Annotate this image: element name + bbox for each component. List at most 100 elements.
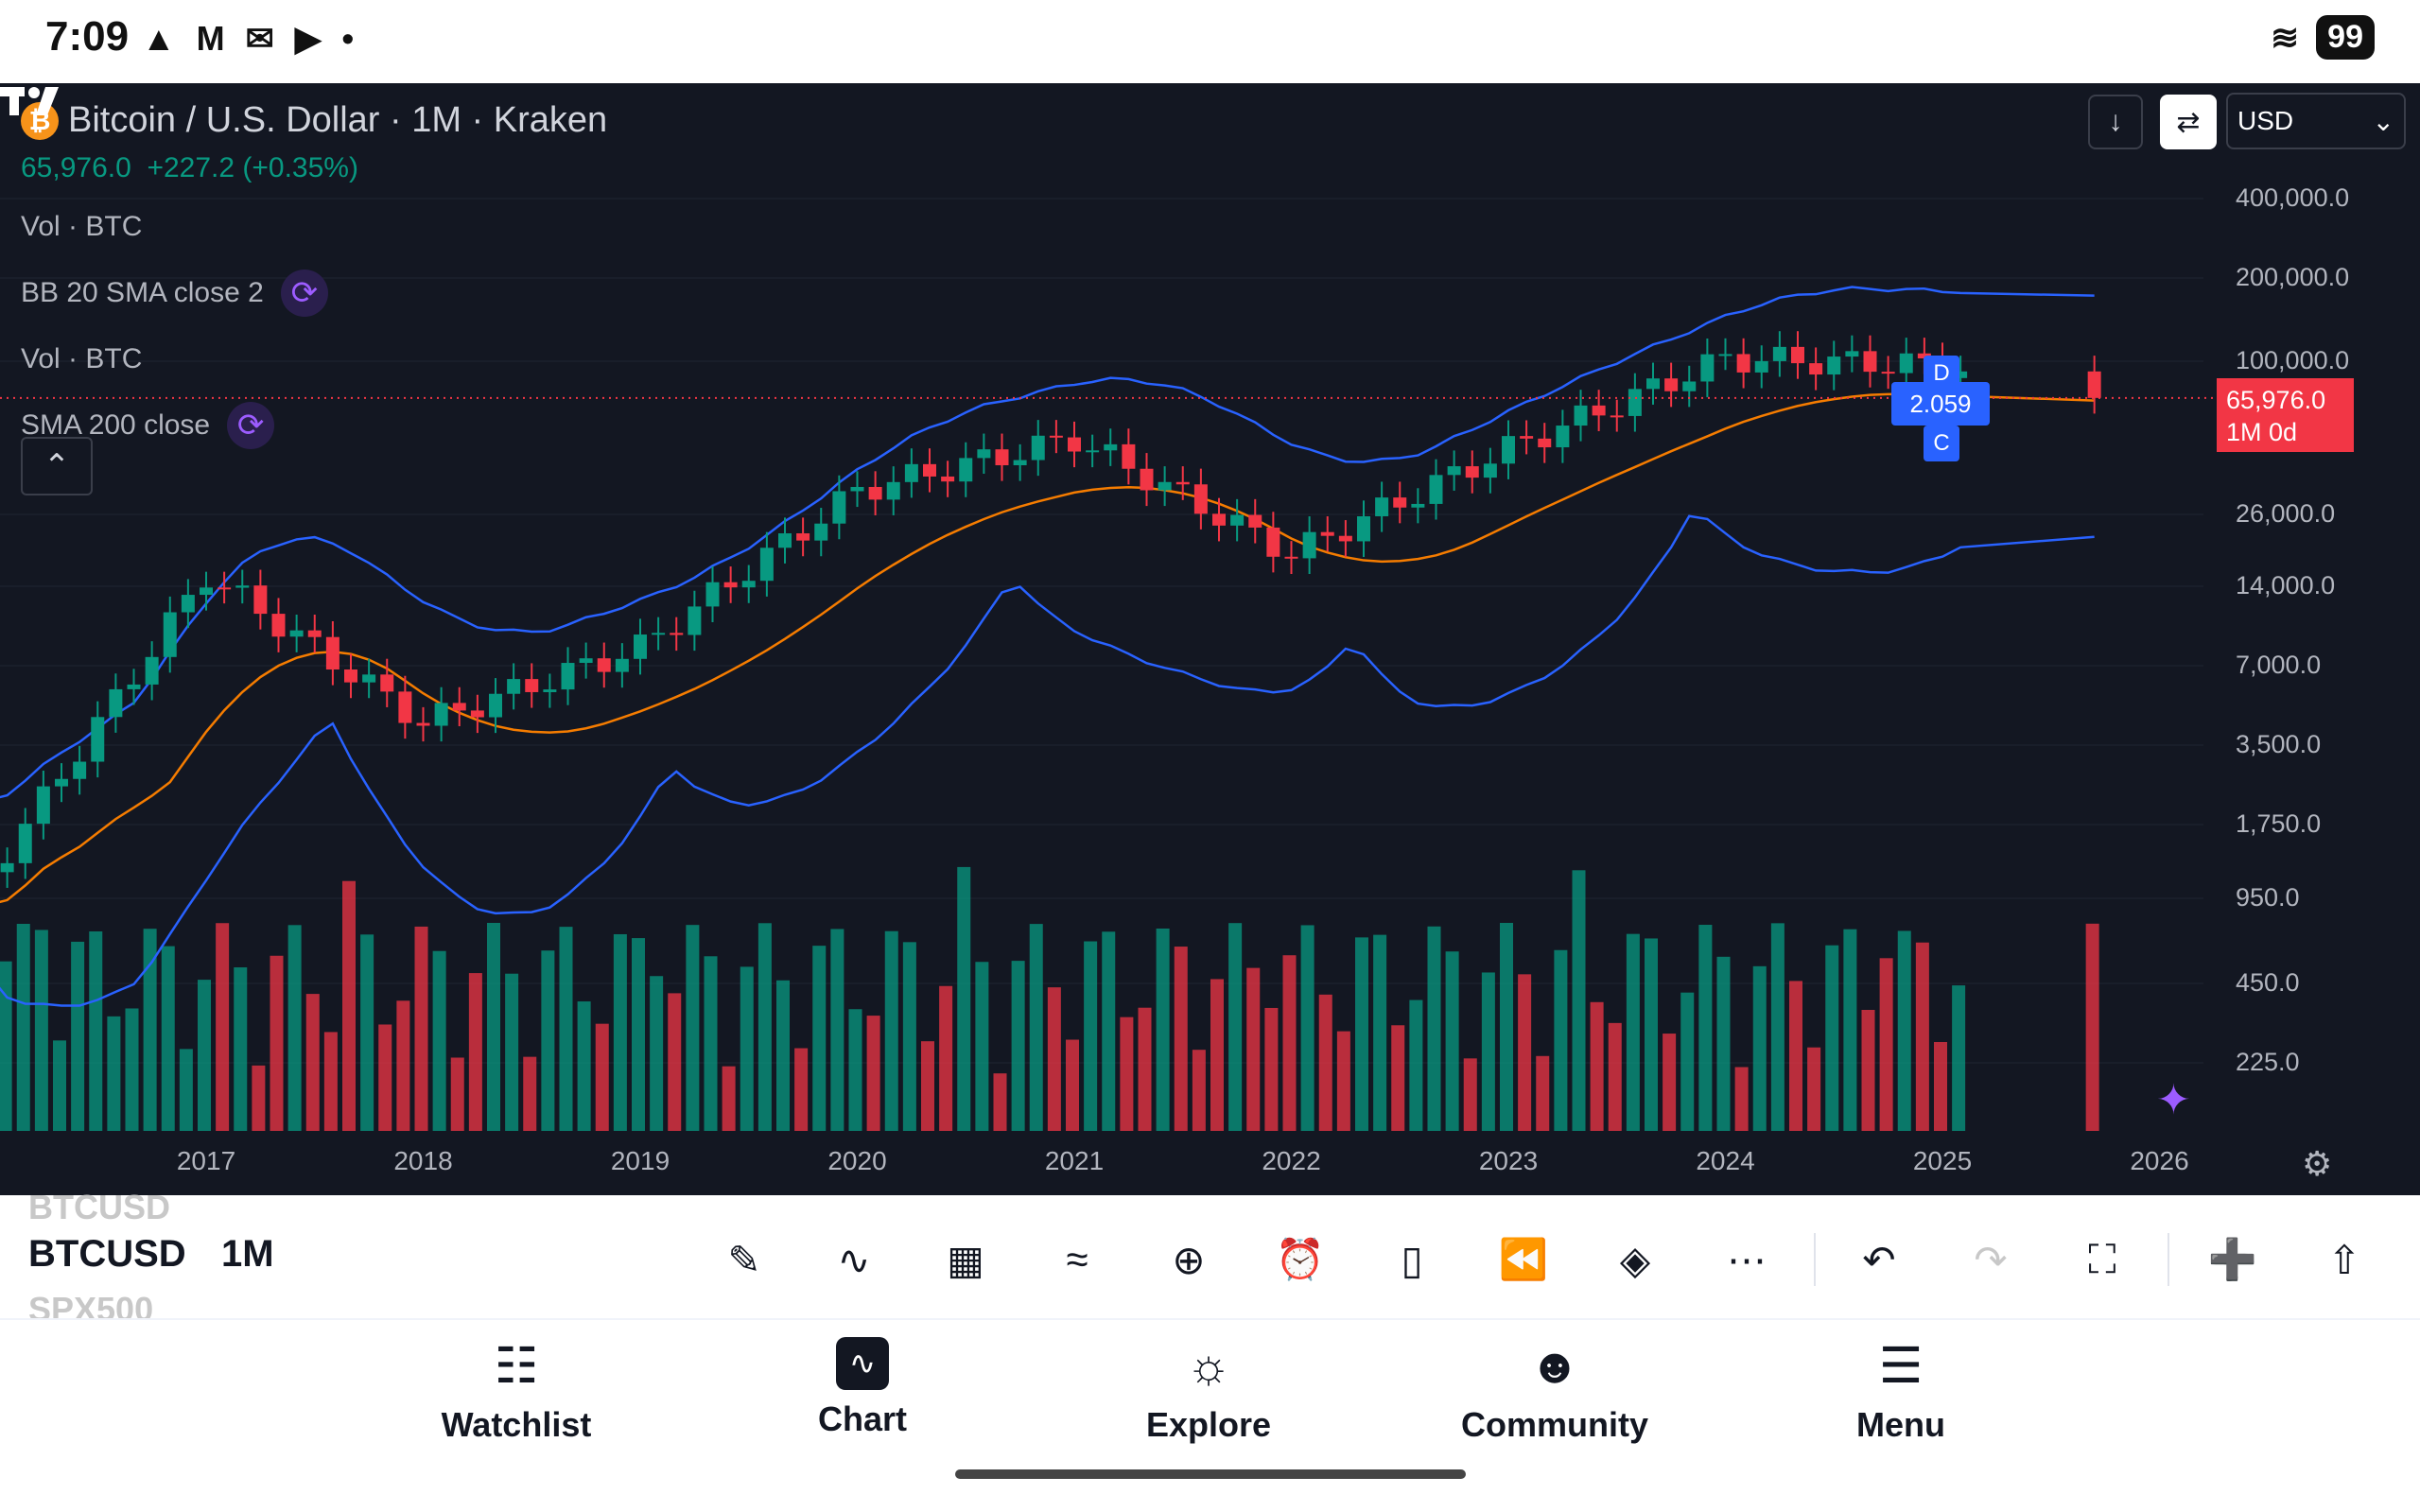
candle-body [561, 663, 575, 690]
add-icon[interactable]: ⊕ [1172, 1237, 1206, 1282]
volume-bar [161, 946, 175, 1131]
candle-body [325, 636, 339, 670]
volume-bar [0, 961, 12, 1131]
currency-select[interactable]: USD ⌄ [2226, 93, 2406, 149]
chart-icon: ∿ [836, 1337, 889, 1390]
ai-assistant-icon[interactable]: ✦ [2156, 1077, 2191, 1123]
symbol-prev[interactable]: BTCUSD [28, 1188, 170, 1226]
volume-bar [505, 973, 519, 1131]
volume-bar [830, 929, 844, 1131]
time-axis-label: 2024 [1696, 1146, 1755, 1175]
candle-body [1086, 450, 1100, 453]
notification-icons: ▲ M ✉ ▶ • [142, 19, 354, 59]
fullscreen-icon[interactable]: ⛶ [2088, 1236, 2116, 1281]
candle-body [1049, 435, 1063, 438]
volume-bar [1029, 924, 1043, 1131]
bar-style-icon[interactable]: ▯ [1401, 1237, 1423, 1282]
more-icon[interactable]: ⋯ [1727, 1237, 1767, 1282]
candle-body [253, 585, 268, 615]
volume-bar [1572, 870, 1586, 1131]
price-axis-label: 450.0 [2236, 968, 2300, 997]
volume-bar [1409, 999, 1423, 1131]
indicator-sma200[interactable]: SMA 200 close ⟳ [21, 402, 607, 449]
candle-body [1175, 481, 1190, 485]
volume-bar [1752, 965, 1767, 1131]
candle-body [1881, 372, 1895, 374]
candle-body [36, 786, 50, 825]
status-time: 7:09 [45, 13, 130, 60]
volume-bar [1300, 925, 1314, 1131]
layers-icon[interactable]: ◈ [1619, 1237, 1651, 1282]
time-axis-label: 2017 [176, 1146, 236, 1175]
volume-bar [1246, 967, 1261, 1131]
candle-body [759, 547, 774, 582]
volume-bar [1210, 979, 1224, 1131]
candle-body [1700, 354, 1715, 382]
battery-icon: 99 [2316, 15, 2375, 60]
replay-icon[interactable]: ⏪ [1498, 1236, 1549, 1281]
settings-icon[interactable]: ⚙ [2302, 1144, 2333, 1183]
candle-body [1465, 466, 1479, 478]
time-axis-label: 2020 [827, 1146, 887, 1175]
chevron-down-icon: ⌄ [2372, 107, 2394, 136]
symbol-current[interactable]: BTCUSD [28, 1233, 186, 1275]
volume-bar [360, 934, 374, 1131]
candle-body [1248, 514, 1262, 528]
volume-bar [1481, 972, 1495, 1131]
redo-icon[interactable]: ↷ [1974, 1237, 2008, 1282]
download-button[interactable]: ↓ [2088, 95, 2143, 149]
marker-c[interactable]: C [1924, 426, 1959, 461]
volume-bar [1084, 941, 1098, 1131]
nav-explore[interactable]: ☼ Explore [1145, 1339, 1272, 1444]
volume-bar [71, 941, 85, 1131]
volume-bar [686, 925, 700, 1131]
indicator-bb[interactable]: BB 20 SMA close 2 ⟳ [21, 269, 607, 317]
interval-button[interactable]: 1M [221, 1233, 274, 1275]
chart-legend: ₿ Bitcoin / U.S. Dollar · 1M · Kraken 65… [21, 100, 607, 449]
idea-icon[interactable]: ➕ [2207, 1236, 2258, 1281]
nav-menu[interactable]: ☰ Menu [1856, 1339, 1945, 1444]
undo-icon[interactable]: ↶ [1862, 1237, 1896, 1282]
volume-bar [1698, 925, 1713, 1131]
marker-value[interactable]: 2.059 [1891, 382, 1990, 426]
candle-body [109, 688, 123, 718]
refresh-icon[interactable]: ⟳ [227, 402, 275, 449]
candle-body [1610, 415, 1624, 418]
watchlist-icon: ☷ [494, 1339, 539, 1394]
draw-icon[interactable]: ✎ [727, 1237, 761, 1282]
share-icon[interactable]: ⇧ [2327, 1237, 2361, 1282]
indicator-volume-1[interactable]: Vol · BTC [21, 211, 143, 242]
volume-bar [216, 923, 230, 1131]
wifi-icon: ≋ [2271, 17, 2300, 57]
nav-chart[interactable]: ∿ Chart [749, 1337, 976, 1439]
candle-body [778, 533, 792, 548]
price-axis-label: 14,000.0 [2236, 571, 2336, 600]
compare-icon[interactable]: ≈ [1066, 1237, 1088, 1281]
symbol-title[interactable]: Bitcoin / U.S. Dollar · 1M · Kraken [68, 100, 608, 140]
chart-pane[interactable]: ₿ Bitcoin / U.S. Dollar · 1M · Kraken 65… [0, 83, 2420, 1195]
volume-bar [1825, 945, 1839, 1131]
refresh-icon[interactable]: ⟳ [280, 269, 328, 317]
volume-bar [921, 1041, 934, 1131]
candle-body [904, 463, 918, 482]
swap-icon: ⇄ [2176, 106, 2201, 138]
volume-bar [270, 955, 284, 1131]
indicators-icon[interactable]: ∿ [837, 1237, 871, 1282]
youtube-icon: ▶ [294, 19, 322, 58]
sma-200-line [0, 392, 2095, 904]
volume-bar [1843, 929, 1857, 1131]
price-chart[interactable] [0, 83, 2420, 1195]
chart-mode-button[interactable]: ⇄ [2160, 95, 2217, 149]
nav-community[interactable]: ☻ Community [1461, 1339, 1648, 1444]
volume-bar [1879, 958, 1893, 1131]
price-tag-value: 65,976.0 [2226, 386, 2326, 414]
nav-watchlist[interactable]: ☷ Watchlist [441, 1339, 592, 1444]
collapse-legend-button[interactable]: ⌃ [21, 437, 93, 495]
volume-bar [1138, 1007, 1152, 1131]
volume-bar [125, 1008, 139, 1131]
indicator-volume-2[interactable]: Vol · BTC [21, 343, 143, 374]
volume-bar [2085, 923, 2099, 1131]
layout-icon[interactable]: ▦ [947, 1237, 984, 1282]
alert-icon[interactable]: ⏰ [1275, 1236, 1326, 1281]
candle-body [235, 585, 250, 588]
